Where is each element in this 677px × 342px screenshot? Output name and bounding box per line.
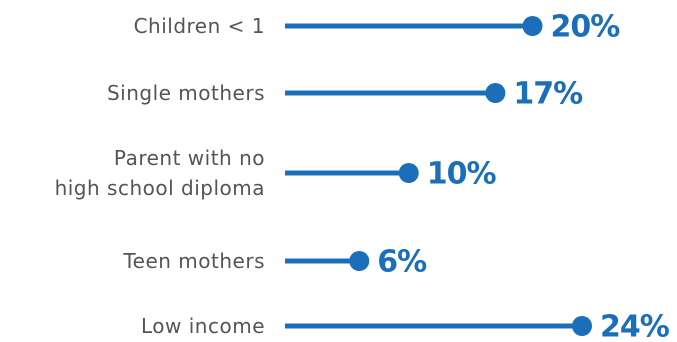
category-label-line: Single mothers — [107, 81, 265, 105]
value-label: 24% — [600, 310, 670, 342]
chart-rows: Children < 1 20% Single mothers 17% Parent w… — [55, 10, 671, 342]
category-label: Single mothers — [107, 81, 265, 105]
value-label: 20% — [551, 10, 621, 45]
value-label: 10% — [427, 157, 497, 192]
value-label: 6% — [377, 245, 427, 280]
lollipop-dot — [522, 16, 543, 36]
lollipop-dot — [485, 83, 506, 103]
category-label: Low income — [141, 314, 265, 338]
lollipop-dot — [572, 316, 592, 336]
category-label-line: high school diploma — [55, 176, 265, 200]
category-label-line: Teen mothers — [122, 249, 265, 273]
value-label: 17% — [513, 77, 583, 112]
category-label-line: Low income — [141, 314, 265, 338]
lollipop-dot — [398, 163, 419, 183]
category-label: Parent with no high school diploma — [55, 146, 265, 200]
category-label-line: Children < 1 — [134, 14, 265, 38]
category-label-line: Parent with no — [114, 146, 265, 170]
lollipop-dot — [349, 251, 370, 271]
category-label: Teen mothers — [122, 249, 265, 273]
category-label: Children < 1 — [134, 14, 265, 38]
